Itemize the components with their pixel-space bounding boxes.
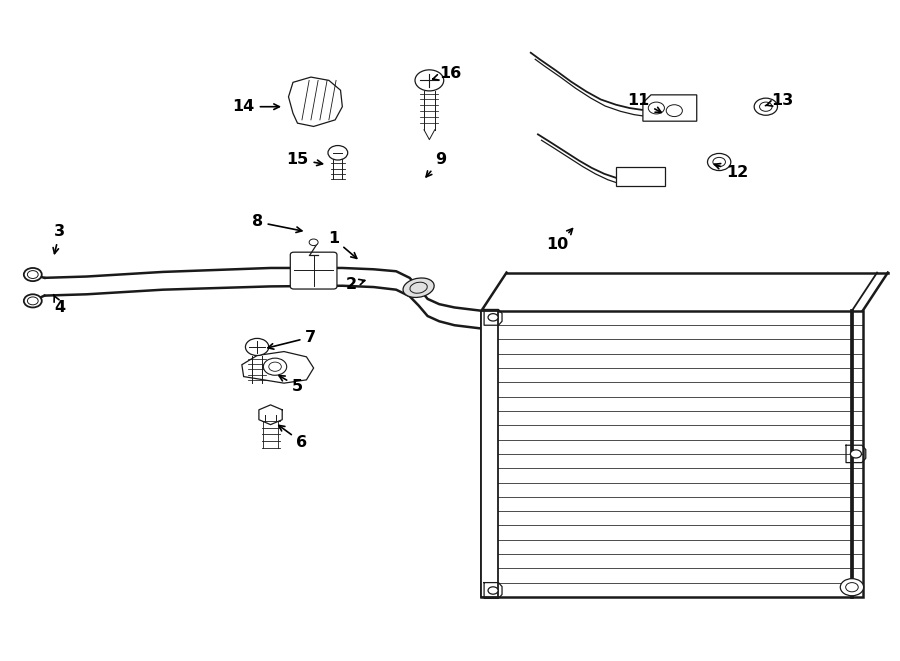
Circle shape xyxy=(666,104,682,116)
FancyBboxPatch shape xyxy=(291,253,337,289)
Text: 5: 5 xyxy=(279,375,303,394)
Text: 16: 16 xyxy=(433,66,461,81)
Circle shape xyxy=(754,98,778,115)
Circle shape xyxy=(246,338,269,356)
Circle shape xyxy=(488,314,498,321)
Circle shape xyxy=(841,578,864,596)
Circle shape xyxy=(648,102,664,114)
Text: 6: 6 xyxy=(279,426,308,450)
Polygon shape xyxy=(616,167,665,186)
Text: 13: 13 xyxy=(765,93,793,108)
Text: 3: 3 xyxy=(53,224,66,254)
Ellipse shape xyxy=(410,282,427,293)
Text: 4: 4 xyxy=(54,295,66,315)
Text: 8: 8 xyxy=(251,214,302,233)
Text: 12: 12 xyxy=(715,163,748,180)
Circle shape xyxy=(713,157,725,167)
Polygon shape xyxy=(643,95,697,121)
Text: 15: 15 xyxy=(286,152,322,167)
Circle shape xyxy=(269,362,282,371)
Polygon shape xyxy=(242,352,313,383)
Circle shape xyxy=(328,145,347,160)
Polygon shape xyxy=(259,405,283,424)
Text: 9: 9 xyxy=(426,152,446,177)
Circle shape xyxy=(707,153,731,171)
Text: 10: 10 xyxy=(546,229,572,253)
Polygon shape xyxy=(482,311,498,597)
Circle shape xyxy=(23,294,41,307)
Text: 1: 1 xyxy=(328,231,356,258)
Ellipse shape xyxy=(403,278,434,297)
Text: 14: 14 xyxy=(232,99,279,114)
Circle shape xyxy=(488,587,498,594)
Circle shape xyxy=(846,582,859,592)
Circle shape xyxy=(760,102,772,111)
Circle shape xyxy=(23,268,41,281)
Circle shape xyxy=(264,358,287,375)
Circle shape xyxy=(415,70,444,91)
Circle shape xyxy=(27,270,38,278)
Text: 7: 7 xyxy=(268,330,317,349)
Circle shape xyxy=(27,297,38,305)
Circle shape xyxy=(850,450,861,458)
Polygon shape xyxy=(289,77,342,126)
Text: 2: 2 xyxy=(346,277,365,292)
Text: 11: 11 xyxy=(627,93,662,112)
Circle shape xyxy=(309,239,318,246)
